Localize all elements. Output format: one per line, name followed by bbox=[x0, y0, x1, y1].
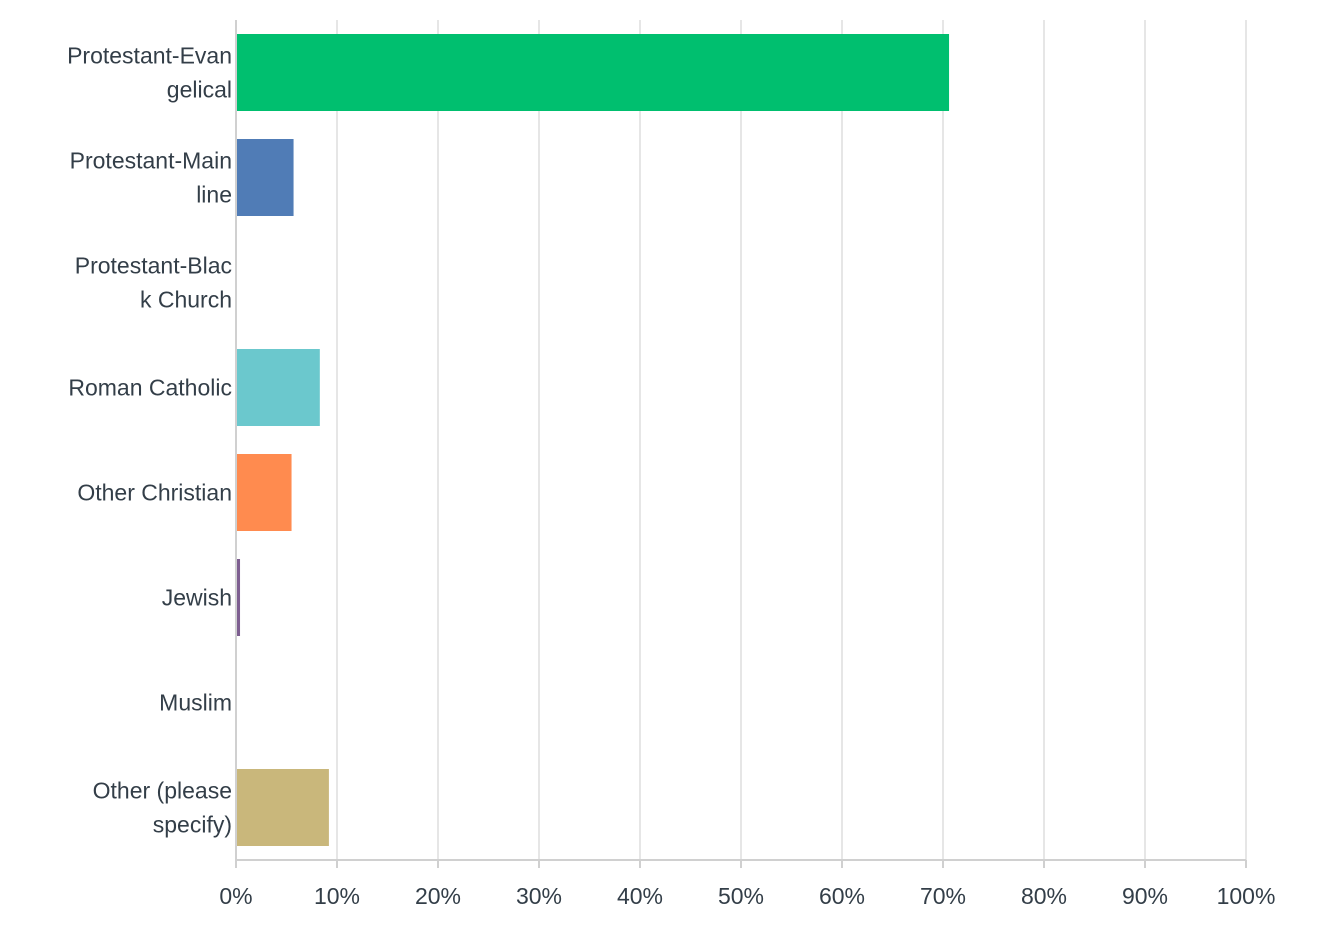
category-label: Muslim bbox=[159, 690, 232, 716]
category-label: Protestant-Main line bbox=[70, 148, 232, 208]
bar bbox=[237, 139, 294, 216]
bar bbox=[237, 454, 292, 531]
gridlines bbox=[336, 20, 1247, 860]
x-tick-label: 20% bbox=[415, 883, 461, 909]
category-label: Jewish bbox=[162, 585, 232, 611]
category-label: Roman Catholic bbox=[68, 375, 232, 401]
bar bbox=[237, 769, 329, 846]
x-tick-label: 100% bbox=[1217, 883, 1276, 909]
category-labels: Protestant-Evan gelical Protestant-Main lin… bbox=[67, 43, 232, 838]
bar bbox=[237, 349, 320, 426]
tick-labels: 0% 10% 20% 30% 40% 50% 60% 70% 80% 90% 100% bbox=[219, 883, 1275, 909]
x-tick-label: 0% bbox=[219, 883, 252, 909]
category-label: Other Christian bbox=[77, 480, 232, 506]
category-label: Other (please specify) bbox=[93, 778, 232, 838]
x-tick-label: 30% bbox=[516, 883, 562, 909]
bars bbox=[237, 34, 950, 846]
x-tick-label: 80% bbox=[1021, 883, 1067, 909]
x-tick-label: 70% bbox=[920, 883, 966, 909]
x-tick-label: 60% bbox=[819, 883, 865, 909]
axes bbox=[235, 20, 1247, 868]
x-tick-label: 50% bbox=[718, 883, 764, 909]
x-tick-label: 10% bbox=[314, 883, 360, 909]
category-label: Protestant-Evan gelical bbox=[67, 43, 232, 103]
x-tick-label: 90% bbox=[1122, 883, 1168, 909]
category-label: Protestant-Blac k Church bbox=[75, 253, 232, 313]
x-tick-label: 40% bbox=[617, 883, 663, 909]
bar bbox=[237, 34, 950, 111]
bar bbox=[237, 559, 241, 636]
